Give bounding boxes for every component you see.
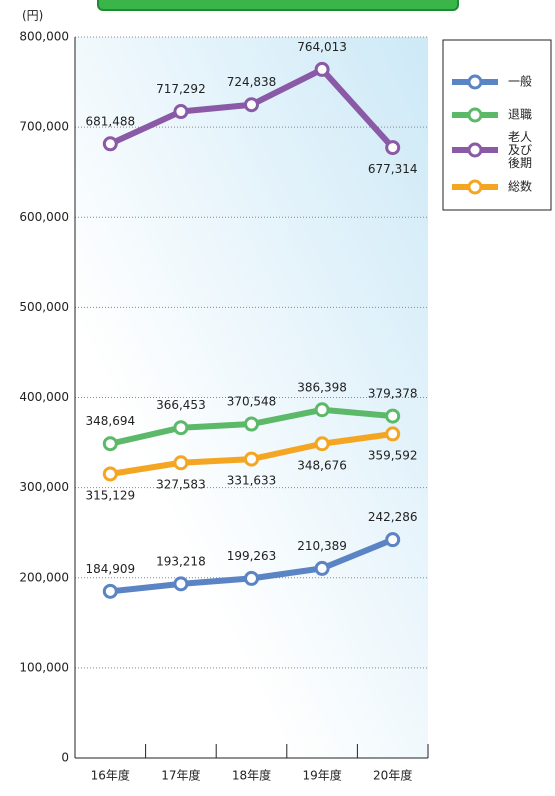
data-label: 348,676 [297, 458, 347, 472]
legend-marker [467, 107, 483, 123]
data-label: 379,378 [368, 387, 418, 401]
point [102, 466, 118, 482]
data-label: 199,263 [227, 549, 277, 563]
point [244, 570, 259, 586]
point [102, 436, 118, 452]
x-tick-label: 17年度 [161, 768, 200, 783]
point [173, 576, 189, 592]
legend [442, 39, 552, 211]
y-tick-label: 0 [61, 751, 69, 765]
point [385, 408, 401, 424]
data-label: 370,548 [227, 395, 277, 409]
y-tick-label: 600,000 [19, 210, 69, 224]
y-unit: (円) [22, 9, 43, 23]
data-label: 724,838 [227, 75, 277, 89]
y-tick-label: 400,000 [19, 390, 69, 404]
point [102, 583, 118, 599]
point [244, 451, 259, 467]
data-label: 677,314 [368, 162, 418, 176]
data-label: 717,292 [156, 82, 206, 96]
legend-label: 総数 [508, 179, 532, 194]
data-label: 193,218 [156, 554, 206, 568]
point [314, 61, 330, 77]
data-label: 327,583 [156, 477, 206, 491]
data-label: 242,286 [368, 510, 418, 524]
legend-marker [467, 179, 483, 195]
x-tick-label: 18年度 [232, 768, 271, 783]
data-label: 348,694 [85, 414, 135, 428]
data-label: 359,592 [368, 448, 418, 462]
y-tick-label: 300,000 [19, 480, 69, 494]
point [173, 104, 189, 120]
point [314, 402, 330, 418]
x-tick-label: 20年度 [373, 768, 412, 783]
point [173, 420, 189, 436]
point [385, 532, 401, 548]
point [385, 426, 401, 442]
x-tick-label: 16年度 [91, 768, 130, 783]
legend-label: 退職 [508, 108, 532, 122]
y-tick-label: 700,000 [19, 120, 69, 134]
legend-label: 一般 [508, 74, 532, 89]
y-tick-label: 100,000 [19, 660, 69, 674]
legend-marker [467, 74, 483, 90]
data-label: 386,398 [297, 380, 347, 394]
legend-label: 老人及び後期 [508, 130, 532, 170]
data-label: 331,633 [227, 474, 277, 488]
y-tick-label: 500,000 [19, 300, 69, 314]
data-label: 366,453 [156, 398, 206, 412]
y-tick-label: 800,000 [19, 30, 69, 44]
point [102, 136, 118, 152]
data-label: 210,389 [297, 539, 347, 553]
data-label: 184,909 [85, 562, 135, 576]
point [173, 455, 189, 471]
point [244, 416, 259, 432]
point [385, 140, 401, 156]
data-label: 681,488 [85, 114, 135, 128]
data-label: 315,129 [85, 488, 135, 502]
y-tick-label: 200,000 [19, 570, 69, 584]
data-label: 764,013 [297, 40, 347, 54]
x-tick-label: 19年度 [302, 768, 341, 783]
point [314, 560, 330, 576]
point [244, 97, 259, 113]
header-banner [97, 0, 459, 11]
point [314, 436, 330, 452]
legend-marker [467, 142, 483, 158]
